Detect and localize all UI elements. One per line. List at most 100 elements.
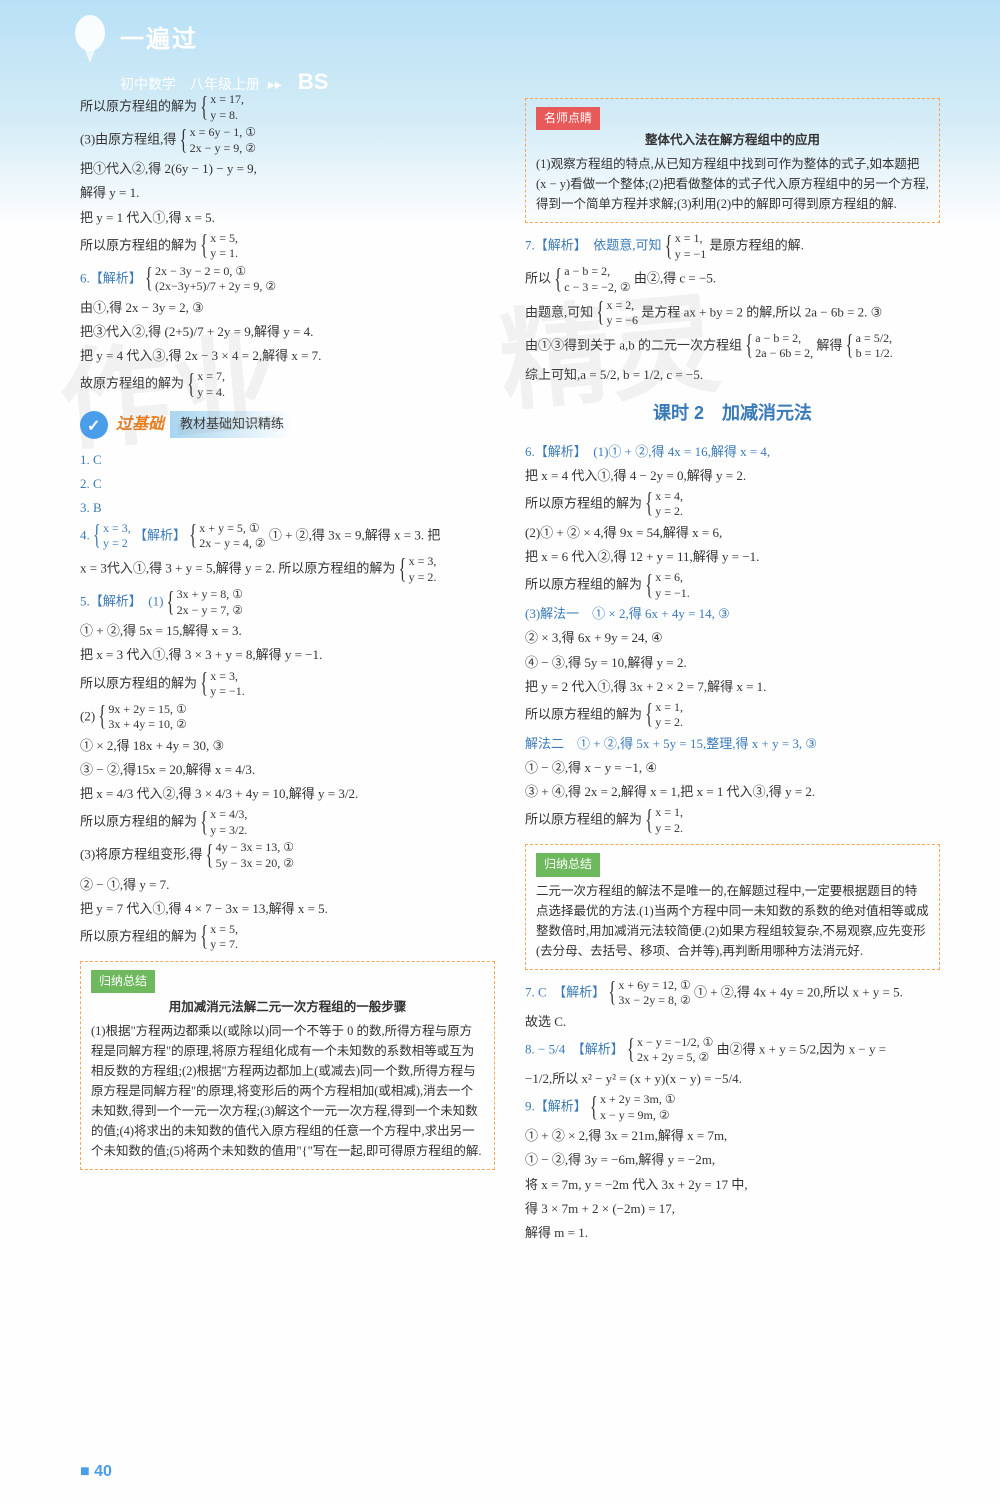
answer-line: 3. B: [80, 497, 495, 519]
text-line: 所以原方程组的解为 x = 4/3, y = 3/2.: [80, 807, 495, 838]
text-line: 把 x = 6 代入②,得 12 + y = 11,解得 y = −1.: [525, 546, 940, 568]
equation-system: x = 17, y = 8.: [200, 92, 244, 123]
box-body: (1)根据"方程两边都乘以(或除以)同一个不等于 0 的数,所得方程与原方程是同…: [91, 1021, 484, 1161]
text-line: (3)由原方程组,得 x = 6y − 1, ① 2x − y = 9, ②: [80, 125, 495, 156]
equation-system: x = 4, y = 2.: [645, 489, 683, 520]
text-line: 把 y = 7 代入①,得 4 × 7 − 3x = 13,解得 x = 5.: [80, 898, 495, 920]
check-icon: [80, 411, 108, 439]
text-line: (2) 9x + 2y = 15, ① 3x + 4y = 10, ②: [80, 702, 495, 733]
left-column: 所以原方程组的解为 x = 17, y = 8. (3)由原方程组,得 x = …: [80, 90, 495, 1246]
text-line: 解得 y = 1.: [80, 182, 495, 204]
equation-system: x = 7, y = 4.: [187, 369, 225, 400]
text-line: 把③代入②,得 (2+5)/7 + 2y = 9,解得 y = 4.: [80, 321, 495, 343]
equation-system: x = 1, y = −1: [665, 231, 707, 262]
text-line: 把 x = 4 代入①,得 4 − 2y = 0,解得 y = 2.: [525, 465, 940, 487]
text-line: 由①③得到关于 a,b 的二元一次方程组 a − b = 2, 2a − 6b …: [525, 331, 940, 362]
equation-system: x = 5, y = 1.: [200, 231, 238, 262]
equation-system: x = 1, y = 2.: [645, 700, 683, 731]
equation-system: x + 2y = 3m, ① x − y = 9m, ②: [590, 1092, 676, 1123]
page-header: 一遍过 初中数学 八年级上册 ▸▸ BS: [0, 0, 1000, 90]
text-line: 由题意,可知 x = 2, y = −6 是方程 ax + by = 2 的解,…: [525, 298, 940, 329]
equation-system: x = 3, y = 2: [93, 521, 131, 552]
text-line: 所以 a − b = 2, c − 3 = −2, ② 由②,得 c = −5.: [525, 264, 940, 295]
answer-line: 2. C: [80, 473, 495, 495]
equation-system: x = 3, y = 2.: [399, 554, 437, 585]
answer-line: 1. C: [80, 449, 495, 471]
equation-system: a − b = 2, c − 3 = −2, ②: [554, 264, 630, 295]
equation-system: x = 5, y = 7.: [200, 922, 238, 953]
r9-line: 9.【解析】 x + 2y = 3m, ① x − y = 9m, ②: [525, 1092, 940, 1123]
text-line: 把 y = 1 代入①,得 x = 5.: [80, 207, 495, 229]
equation-system: x = 1, y = 2.: [645, 805, 683, 836]
text-line: 故原方程组的解为 x = 7, y = 4.: [80, 369, 495, 400]
text-line: ② × 3,得 6x + 9y = 24, ④: [525, 627, 940, 649]
text-line: ① + ②,得 5x = 15,解得 x = 3.: [80, 620, 495, 642]
text-line: 综上可知,a = 5/2, b = 1/2, c = −5.: [525, 364, 940, 386]
box-body: (1)观察方程组的特点,从已知方程组中找到可作为整体的式子,如本题把(x − y…: [536, 154, 929, 214]
box-title: 用加减消元法解二元一次方程组的一般步骤: [91, 997, 484, 1017]
box-tag: 名师点睛: [536, 107, 600, 130]
text-line: ④ − ③,得 5y = 10,解得 y = 2.: [525, 652, 940, 674]
text-line: 把 y = 2 代入①,得 3x + 2 × 2 = 7,解得 x = 1.: [525, 676, 940, 698]
text-line: 把 x = 4/3 代入②,得 3 × 4/3 + 4y = 10,解得 y =…: [80, 783, 495, 805]
balloon-icon: [70, 15, 110, 65]
title-block: 一遍过 初中数学 八年级上册 ▸▸ BS: [120, 20, 328, 100]
arrow-icon: ▸▸: [268, 76, 282, 92]
text-line: 解法二 ① + ②,得 5x + 5y = 15,整理,得 x + y = 3,…: [525, 733, 940, 755]
text-line: 将 x = 7m, y = −2m 代入 3x + 2y = 17 中,: [525, 1174, 940, 1196]
text-line: ① × 2,得 18x + 4y = 30, ③: [80, 735, 495, 757]
text-line: 得 3 × 7m + 2 × (−2m) = 17,: [525, 1198, 940, 1220]
text-line: (3)将原方程组变形,得 4y − 3x = 13, ① 5y − 3x = 2…: [80, 840, 495, 871]
text-line: 所以原方程组的解为 x = 5, y = 1.: [80, 231, 495, 262]
equation-system: 4y − 3x = 13, ① 5y − 3x = 20, ②: [206, 840, 294, 871]
teacher-tip-box: 名师点睛 整体代入法在解方程组中的应用 (1)观察方程组的特点,从已知方程组中找…: [525, 98, 940, 223]
text-line: (3)解法一 ① × 2,得 6x + 4y = 14, ③: [525, 603, 940, 625]
text-line: 把 x = 3 代入①,得 3 × 3 + y = 8,解得 y = −1.: [80, 644, 495, 666]
equation-system: 2x − 3y − 2 = 0, ① (2x−3y+5)/7 + 2y = 9,…: [145, 264, 276, 295]
right-column: 名师点睛 整体代入法在解方程组中的应用 (1)观察方程组的特点,从已知方程组中找…: [525, 90, 940, 1246]
text-line: 故选 C.: [525, 1011, 940, 1033]
equation-system: x = 6y − 1, ① 2x − y = 9, ②: [180, 125, 256, 156]
box-tag: 归纳总结: [91, 970, 155, 993]
text-line: 所以原方程组的解为 x = 4, y = 2.: [525, 489, 940, 520]
box-body: 二元一次方程组的解法不是唯一的,在解题过程中,一定要根据题目的特点选择最优的方法…: [536, 881, 929, 961]
q6-line: 6.【解析】 2x − 3y − 2 = 0, ① (2x−3y+5)/7 + …: [80, 264, 495, 295]
main-title: 一遍过: [120, 20, 328, 61]
r8-line: 8. − 5/4 【解析】 x − y = −1/2, ① 2x + 2y = …: [525, 1035, 940, 1066]
equation-system: x − y = −1/2, ① 2x + 2y = 5, ②: [627, 1035, 713, 1066]
q4-line: 4. x = 3, y = 2 【解析】 x + y = 5, ① 2x − y…: [80, 521, 495, 552]
section-title: 课时 2 加减消元法: [525, 398, 940, 429]
text-line: ① − ②,得 3y = −6m,解得 y = −2m,: [525, 1149, 940, 1171]
equation-system: x + y = 5, ① 2x − y = 4, ②: [189, 521, 265, 552]
page-number: 40: [80, 1458, 112, 1485]
text-line: ① − ②,得 x − y = −1, ④: [525, 757, 940, 779]
text-line: 所以原方程组的解为 x = 6, y = −1.: [525, 570, 940, 601]
text-line: 所以原方程组的解为 x = 3, y = −1.: [80, 669, 495, 700]
text-line: −1/2,所以 x² − y² = (x + y)(x − y) = −5/4.: [525, 1068, 940, 1090]
text-line: ③ + ④,得 2x = 2,解得 x = 1,把 x = 1 代入③,得 y …: [525, 781, 940, 803]
text-line: ① + ② × 2,得 3x = 21m,解得 x = 7m,: [525, 1125, 940, 1147]
section-heading: 过基础 教材基础知识精练: [80, 411, 495, 439]
equation-system: x = 2, y = −6: [597, 298, 639, 329]
equation-system: x = 6, y = −1.: [645, 570, 690, 601]
content-area: 所以原方程组的解为 x = 17, y = 8. (3)由原方程组,得 x = …: [0, 90, 1000, 1276]
equation-system: a = 5/2, b = 1/2.: [846, 331, 893, 362]
r7-line: 7. C 【解析】 x + 6y = 12, ① 3x − 2y = 8, ② …: [525, 978, 940, 1009]
equation-system: a − b = 2, 2a − 6b = 2,: [745, 331, 813, 362]
bs-tag: BS: [298, 69, 329, 94]
text-line: x = 3代入①,得 3 + y = 5,解得 y = 2. 所以原方程组的解为…: [80, 554, 495, 585]
equation-system: x = 3, y = −1.: [200, 669, 245, 700]
text-line: 所以原方程组的解为 x = 1, y = 2.: [525, 805, 940, 836]
text-line: 由①,得 2x − 3y = 2, ③: [80, 297, 495, 319]
q5-line: 5.【解析】 (1) 3x + y = 8, ① 2x − y = 7, ②: [80, 587, 495, 618]
q7-line: 7.【解析】 依题意,可知 x = 1, y = −1 是原方程组的解.: [525, 231, 940, 262]
text-line: 所以原方程组的解为 x = 5, y = 7.: [80, 922, 495, 953]
text-line: (2)① + ② × 4,得 9x = 54,解得 x = 6,: [525, 522, 940, 544]
summary-box-1: 归纳总结 用加减消元法解二元一次方程组的一般步骤 (1)根据"方程两边都乘以(或…: [80, 961, 495, 1170]
text-line: ② − ①,得 y = 7.: [80, 874, 495, 896]
text-line: 解得 m = 1.: [525, 1222, 940, 1244]
box-tag: 归纳总结: [536, 853, 600, 876]
text-line: 把 y = 4 代入③,得 2x − 3 × 4 = 2,解得 x = 7.: [80, 345, 495, 367]
r6-line: 6.【解析】 (1)① + ②,得 4x = 16,解得 x = 4,: [525, 441, 940, 463]
equation-system: 3x + y = 8, ① 2x − y = 7, ②: [167, 587, 243, 618]
